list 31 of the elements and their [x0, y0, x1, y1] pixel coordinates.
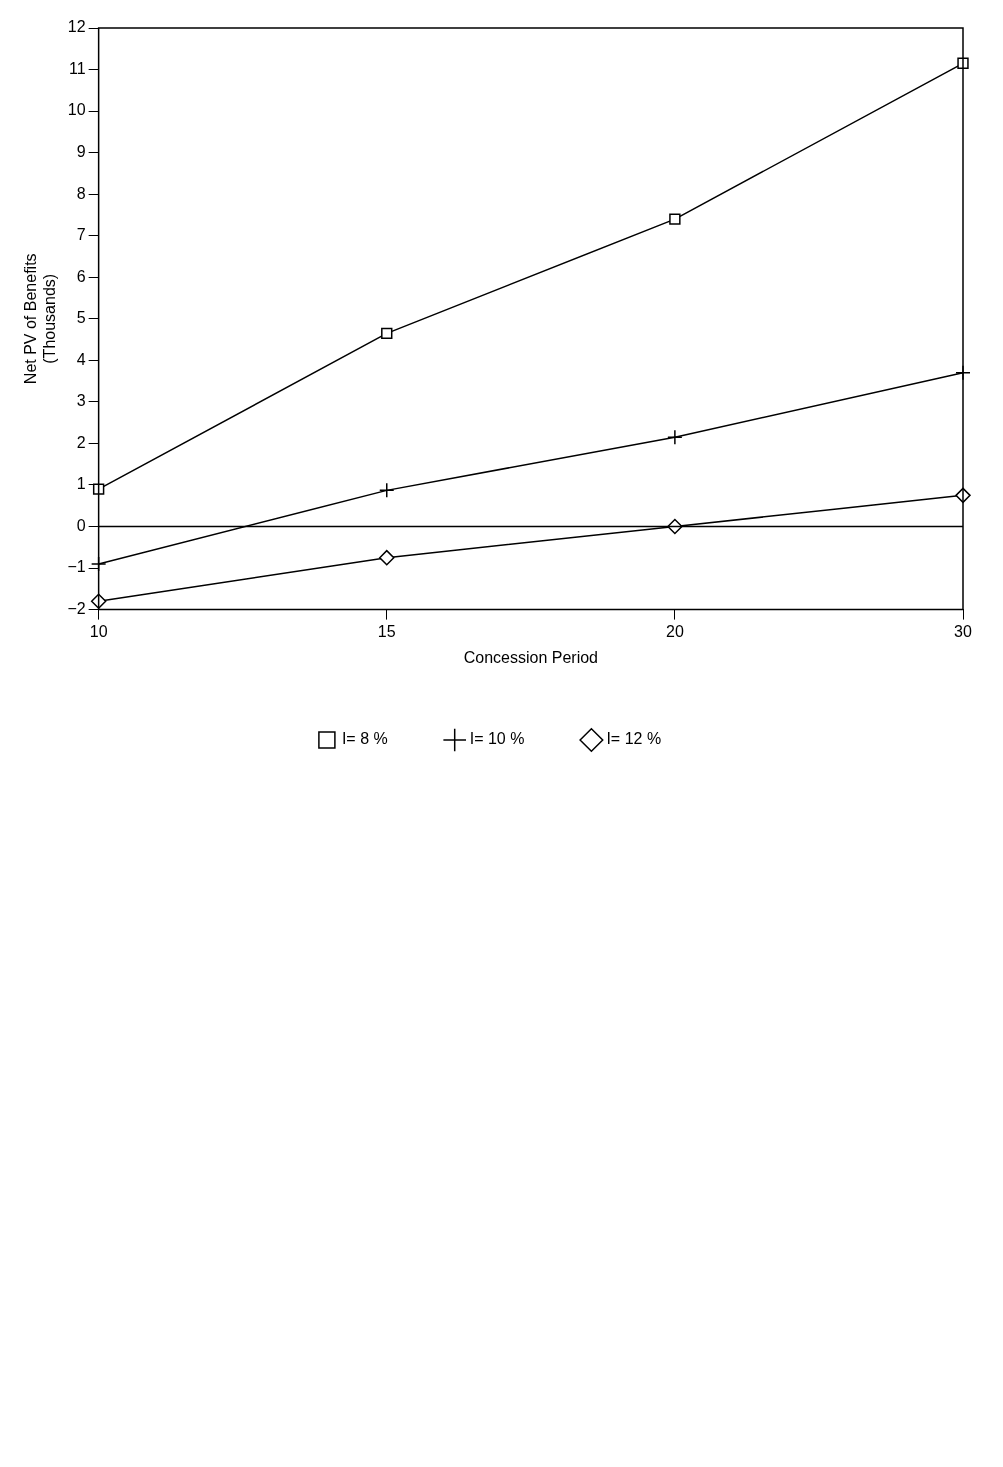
y-tick-label: 4	[76, 350, 86, 368]
y-tick-label: 8	[76, 184, 86, 202]
x-tick-label: 20	[665, 622, 684, 640]
legend-label: I= 12 %	[606, 730, 662, 748]
y-tick-label: 11	[69, 59, 86, 77]
y-tick-label: 10	[67, 101, 86, 119]
point	[667, 429, 683, 445]
y-tick-label: 1	[76, 475, 86, 493]
y-tick-label: 7	[76, 226, 86, 244]
x-axis-title: Concession Period	[463, 648, 598, 666]
y-tick-label: 0	[76, 516, 86, 534]
y-tick-label: 12	[67, 18, 86, 36]
point	[381, 327, 393, 340]
legend-label: I= 8 %	[341, 730, 388, 748]
legend-label: I= 10 %	[469, 730, 525, 748]
point	[379, 482, 395, 499]
y-tick-label: 9	[76, 143, 86, 161]
y-tick-label: −1	[67, 558, 86, 576]
y-tick-label: 3	[76, 392, 86, 410]
x-tick-label: 10	[89, 622, 108, 640]
x-tick-label: 30	[954, 622, 972, 640]
point	[379, 549, 395, 566]
text: (Thousands)	[41, 273, 59, 364]
y-tick-label: 2	[76, 433, 86, 451]
text: Net PV of Benefits	[22, 253, 40, 385]
y-tick-label: −2	[67, 600, 86, 618]
point	[669, 213, 681, 225]
y-tick-label: 6	[76, 267, 86, 285]
y-tick-label: 5	[76, 309, 86, 327]
point	[92, 483, 105, 495]
x-tick-label: 15	[377, 622, 396, 640]
